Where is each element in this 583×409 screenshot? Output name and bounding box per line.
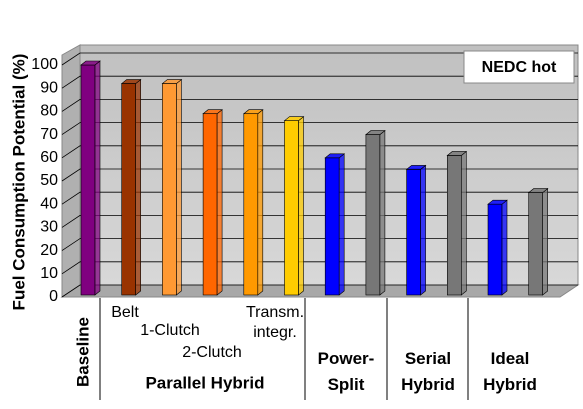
bar: [243, 113, 259, 296]
x-tick-label: Transm. integr.: [246, 304, 304, 341]
grid-line: [61, 52, 578, 66]
bar-top: [365, 130, 386, 135]
bar-top: [527, 188, 549, 193]
y-tick-label: 10: [40, 265, 58, 282]
bar-side: [257, 109, 264, 296]
bar-top: [324, 153, 346, 159]
group-label: Serial Hybrid: [401, 349, 455, 394]
bar-side: [460, 150, 467, 296]
bar: [80, 64, 96, 296]
y-tick-label: 70: [40, 126, 58, 143]
bar: [202, 113, 218, 296]
bar-side: [94, 60, 101, 296]
grid-line: [61, 99, 578, 112]
y-tick-label: 50: [40, 172, 58, 189]
bar-side: [420, 164, 426, 296]
bar: [365, 134, 381, 296]
y-tick-label: 40: [40, 195, 58, 212]
group-separators: [99, 298, 469, 400]
bar-side: [216, 109, 223, 296]
group-label: Parallel Hybrid: [145, 373, 264, 392]
x-tick-label: 2-Clutch: [182, 344, 242, 361]
bar-side: [379, 129, 386, 296]
bar-top: [405, 165, 427, 170]
y-tick-label: 100: [31, 56, 58, 73]
bar: [446, 155, 462, 296]
bar-side: [298, 116, 304, 296]
y-tick-label: 0: [49, 288, 58, 305]
y-tick-label: 30: [40, 219, 58, 236]
bar-top: [202, 109, 223, 115]
bar: [324, 157, 340, 296]
bar: [284, 120, 299, 296]
bar: [528, 192, 544, 296]
y-tick-label: 80: [40, 103, 58, 120]
y-tick-label: 20: [40, 242, 58, 259]
bar-side: [176, 78, 182, 296]
group-label: Baseline: [73, 317, 92, 387]
grid-line: [61, 145, 578, 159]
bar: [121, 83, 136, 296]
bar-top: [242, 109, 264, 115]
bar-side: [338, 153, 345, 296]
bar: [162, 83, 177, 296]
bar: [487, 203, 503, 296]
bar-top: [120, 79, 142, 84]
x-tick-label: Belt: [111, 304, 139, 321]
bar-side: [501, 199, 508, 296]
bar-top: [283, 116, 305, 121]
grid-line: [61, 75, 578, 89]
bar-top: [446, 151, 468, 156]
group-label: Power-Split: [318, 349, 375, 394]
bar-top: [161, 79, 183, 84]
bar-side: [542, 187, 549, 296]
bar-top: [487, 199, 508, 205]
y-tick-label: 60: [40, 149, 58, 166]
group-label: Ideal Hybrid: [483, 349, 537, 394]
grid-line: [61, 122, 578, 135]
annotation: NEDC hot: [482, 59, 557, 76]
annotation-box: [463, 50, 575, 84]
y-tick-label: 90: [40, 79, 58, 96]
y-axis-label: Fuel Consumption Potential (%): [9, 54, 28, 311]
x-tick-label: 1-Clutch: [140, 322, 200, 339]
bar-side: [135, 78, 141, 296]
bar: [406, 169, 421, 296]
bar-top: [80, 60, 101, 66]
